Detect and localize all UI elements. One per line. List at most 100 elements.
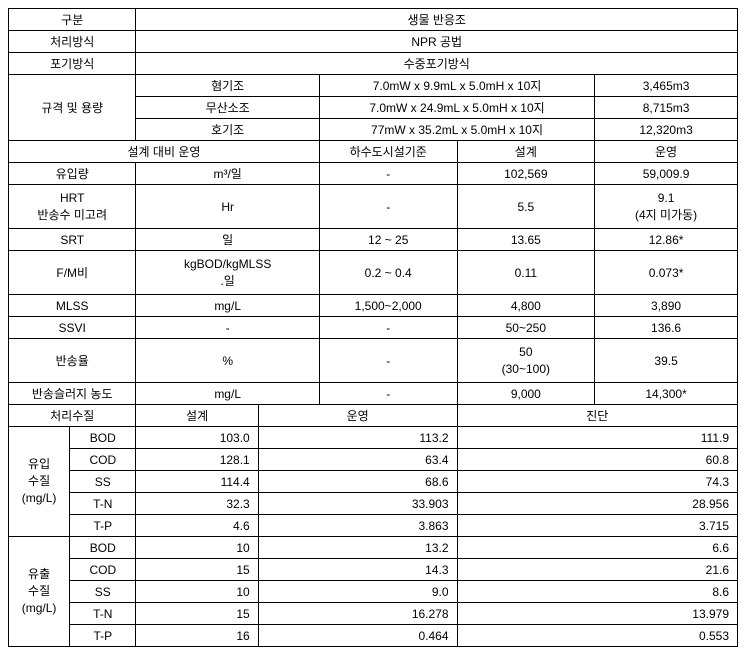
spec-vol: 12,320m3 xyxy=(595,119,738,141)
cell: 4,800 xyxy=(457,295,595,317)
cell: 14.3 xyxy=(258,559,457,581)
param-unit: % xyxy=(136,339,319,383)
table-row: 유입 수질 (mg/L) BOD 103.0 113.2 111.9 xyxy=(9,427,738,449)
cell: 102,569 xyxy=(457,163,595,185)
table-row: T-P 16 0.464 0.553 xyxy=(9,625,738,647)
param-unit: Hr xyxy=(136,185,319,229)
spec-type: 무산소조 xyxy=(136,97,319,119)
cell: 13.979 xyxy=(457,603,737,625)
cell: 68.6 xyxy=(258,471,457,493)
cell: 12 ~ 25 xyxy=(319,229,457,251)
spec-type: 혐기조 xyxy=(136,75,319,97)
cell: 50~250 xyxy=(457,317,595,339)
spec-dim: 77mW x 35.2mL x 5.0mH x 10지 xyxy=(319,119,594,141)
cell: 32.3 xyxy=(136,493,258,515)
cell: - xyxy=(319,185,457,229)
param-label: SSVI xyxy=(9,317,136,339)
cell: 0.553 xyxy=(457,625,737,647)
param: BOD xyxy=(70,537,136,559)
param-label: 유입량 xyxy=(9,163,136,185)
param-unit: - xyxy=(136,317,319,339)
spec-vol: 8,715m3 xyxy=(595,97,738,119)
param: COD xyxy=(70,559,136,581)
cell: 33.903 xyxy=(258,493,457,515)
data-table: 구분 생물 반응조 처리방식 NPR 공법 포기방식 수중포기방식 규격 및 용… xyxy=(8,8,738,647)
section-label: 처리수질 xyxy=(9,405,136,427)
param-label: 반송율 xyxy=(9,339,136,383)
cell: 0.464 xyxy=(258,625,457,647)
col-header: 설계 xyxy=(136,405,258,427)
cell: 13.2 xyxy=(258,537,457,559)
cell: 0.073* xyxy=(595,251,738,295)
row-value: 수중포기방식 xyxy=(136,53,738,75)
cell: 113.2 xyxy=(258,427,457,449)
group-label: 유입 수질 (mg/L) xyxy=(9,427,70,537)
cell: 5.5 xyxy=(457,185,595,229)
section-label: 설계 대비 운영 xyxy=(9,141,320,163)
param-unit: kgBOD/kgMLSS.일 xyxy=(136,251,319,295)
cell: 0.11 xyxy=(457,251,595,295)
cell: 111.9 xyxy=(457,427,737,449)
table-row: SRT 일 12 ~ 25 13.65 12.86* xyxy=(9,229,738,251)
table-row: HRT반송수 미고려 Hr - 5.5 9.1(4지 미가동) xyxy=(9,185,738,229)
cell: 21.6 xyxy=(457,559,737,581)
cell: 9.1(4지 미가동) xyxy=(595,185,738,229)
cell: 8.6 xyxy=(457,581,737,603)
param-label: HRT반송수 미고려 xyxy=(9,185,136,229)
cell: 10 xyxy=(136,581,258,603)
cell: 16.278 xyxy=(258,603,457,625)
cell: 3.863 xyxy=(258,515,457,537)
row-value: NPR 공법 xyxy=(136,31,738,53)
cell: 3.715 xyxy=(457,515,737,537)
row-label: 포기방식 xyxy=(9,53,136,75)
header-label: 구분 xyxy=(9,9,136,31)
cell: 114.4 xyxy=(136,471,258,493)
cell: 14,300* xyxy=(595,383,738,405)
table-row: F/M비 kgBOD/kgMLSS.일 0.2 ~ 0.4 0.11 0.073… xyxy=(9,251,738,295)
param: T-P xyxy=(70,515,136,537)
param: BOD xyxy=(70,427,136,449)
param-label: SRT xyxy=(9,229,136,251)
group-label: 유출 수질 (mg/L) xyxy=(9,537,70,647)
table-row: COD 128.1 63.4 60.8 xyxy=(9,449,738,471)
cell: 63.4 xyxy=(258,449,457,471)
param: SS xyxy=(70,581,136,603)
cell: 16 xyxy=(136,625,258,647)
col-header: 진단 xyxy=(457,405,737,427)
cell: - xyxy=(319,383,457,405)
table-row: MLSS mg/L 1,500~2,000 4,800 3,890 xyxy=(9,295,738,317)
cell: 6.6 xyxy=(457,537,737,559)
table-row: 규격 및 용량 혐기조 7.0mW x 9.9mL x 5.0mH x 10지 … xyxy=(9,75,738,97)
param: T-N xyxy=(70,493,136,515)
col-header: 운영 xyxy=(595,141,738,163)
cell: 1,500~2,000 xyxy=(319,295,457,317)
table-row: T-N 15 16.278 13.979 xyxy=(9,603,738,625)
param-label: F/M비 xyxy=(9,251,136,295)
table-row: 반송율 % - 50(30~100) 39.5 xyxy=(9,339,738,383)
cell: 10 xyxy=(136,537,258,559)
spec-type: 호기조 xyxy=(136,119,319,141)
cell: 50(30~100) xyxy=(457,339,595,383)
cell: 59,009.9 xyxy=(595,163,738,185)
table-row: 반송슬러지 농도 mg/L - 9,000 14,300* xyxy=(9,383,738,405)
param-unit: mg/L xyxy=(136,383,319,405)
param-unit: 일 xyxy=(136,229,319,251)
param: T-N xyxy=(70,603,136,625)
table-row: SS 114.4 68.6 74.3 xyxy=(9,471,738,493)
col-header: 설계 xyxy=(457,141,595,163)
param-unit: mg/L xyxy=(136,295,319,317)
table-row: COD 15 14.3 21.6 xyxy=(9,559,738,581)
cell: 28.956 xyxy=(457,493,737,515)
row-label: 처리방식 xyxy=(9,31,136,53)
table-row: T-N 32.3 33.903 28.956 xyxy=(9,493,738,515)
cell: - xyxy=(319,339,457,383)
table-row: 처리수질 설계 운영 진단 xyxy=(9,405,738,427)
cell: 60.8 xyxy=(457,449,737,471)
table-row: 구분 생물 반응조 xyxy=(9,9,738,31)
cell: - xyxy=(319,163,457,185)
cell: 39.5 xyxy=(595,339,738,383)
cell: 74.3 xyxy=(457,471,737,493)
cell: 9.0 xyxy=(258,581,457,603)
spec-vol: 3,465m3 xyxy=(595,75,738,97)
table-row: SS 10 9.0 8.6 xyxy=(9,581,738,603)
